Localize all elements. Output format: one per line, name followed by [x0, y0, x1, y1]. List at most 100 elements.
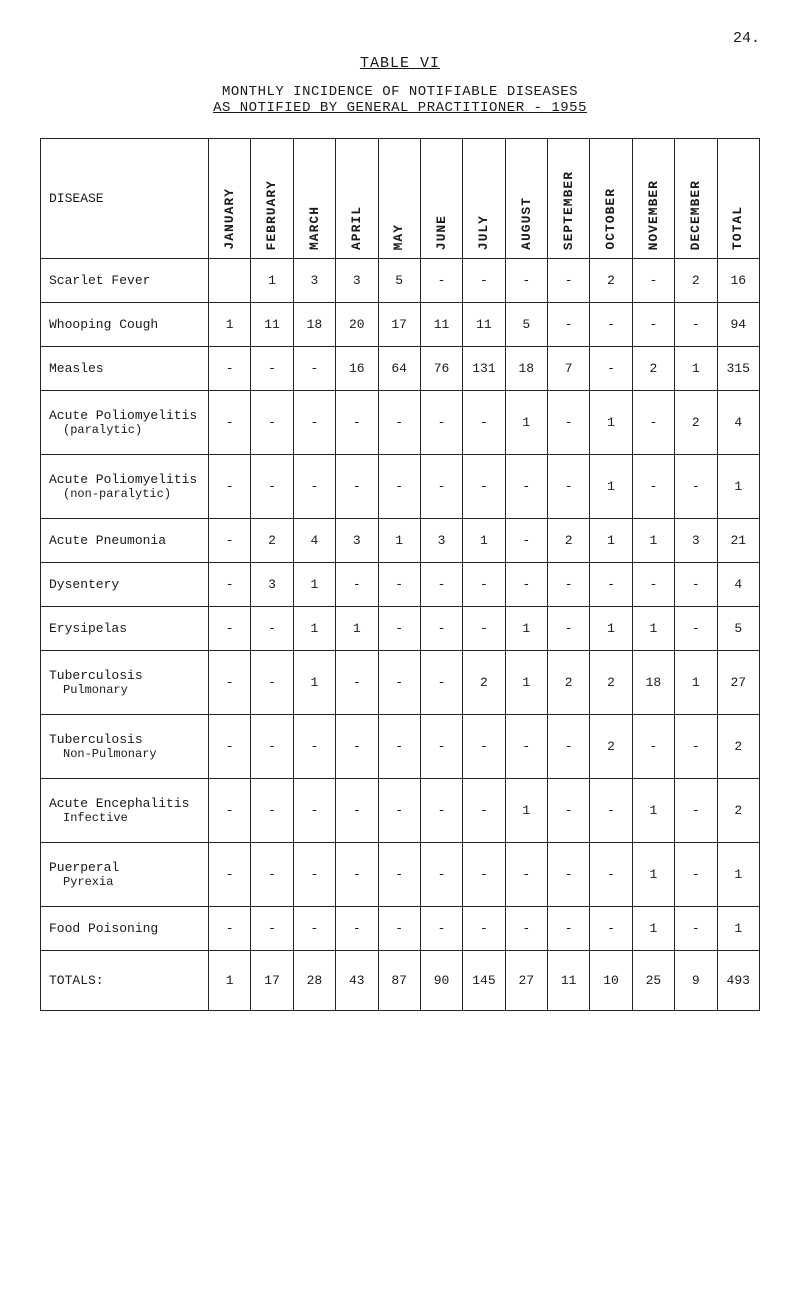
cell: 1	[251, 259, 293, 303]
cell: 3	[293, 259, 335, 303]
cell: 18	[505, 347, 547, 391]
disease-name: Erysipelas	[41, 607, 209, 651]
cell: 1	[717, 907, 760, 951]
cell: 2	[675, 391, 717, 455]
incidence-table: DISEASE JANUARY FEBRUARY MARCH APRIL MAY…	[40, 138, 760, 1011]
totals-cell: 25	[632, 951, 674, 1011]
disease-name: TuberculosisPulmonary	[41, 651, 209, 715]
cell: -	[209, 391, 251, 455]
cell: -	[336, 907, 378, 951]
cell: -	[420, 651, 462, 715]
cell: -	[293, 347, 335, 391]
cell: -	[209, 651, 251, 715]
table-body: Scarlet Fever1335----2-216Whooping Cough…	[41, 259, 760, 1011]
cell: 18	[632, 651, 674, 715]
cell: -	[251, 907, 293, 951]
table-row: PuerperalPyrexia----------1-1	[41, 843, 760, 907]
cell: 1	[590, 391, 632, 455]
cell: -	[632, 303, 674, 347]
cell: 5	[505, 303, 547, 347]
cell: 3	[336, 519, 378, 563]
table-label: TABLE VI	[40, 55, 760, 72]
cell: -	[336, 391, 378, 455]
disease-name: Acute Poliomyelitis(paralytic)	[41, 391, 209, 455]
cell: -	[293, 715, 335, 779]
totals-cell: 17	[251, 951, 293, 1011]
col-apr: APRIL	[336, 139, 378, 259]
cell: -	[336, 455, 378, 519]
disease-subname: Pyrexia	[49, 875, 204, 889]
cell: -	[505, 563, 547, 607]
cell: 94	[717, 303, 760, 347]
cell: -	[632, 455, 674, 519]
cell: 3	[251, 563, 293, 607]
cell: 18	[293, 303, 335, 347]
cell: 1	[505, 651, 547, 715]
col-may: MAY	[378, 139, 420, 259]
table-row: Acute Poliomyelitis(non-paralytic)------…	[41, 455, 760, 519]
cell: -	[590, 563, 632, 607]
table-row: Acute Pneumonia-243131-211321	[41, 519, 760, 563]
cell: -	[378, 779, 420, 843]
cell: -	[548, 607, 590, 651]
cell: 64	[378, 347, 420, 391]
cell: -	[251, 779, 293, 843]
cell: -	[548, 563, 590, 607]
cell: 131	[463, 347, 505, 391]
cell: -	[420, 779, 462, 843]
cell: -	[548, 779, 590, 843]
cell: -	[209, 455, 251, 519]
col-mar: MARCH	[293, 139, 335, 259]
disease-subname: Non-Pulmonary	[49, 747, 204, 761]
cell: -	[336, 715, 378, 779]
totals-cell: 90	[420, 951, 462, 1011]
cell: 1	[632, 907, 674, 951]
cell: 2	[717, 779, 760, 843]
cell: 1	[463, 519, 505, 563]
totals-cell: 27	[505, 951, 547, 1011]
cell: -	[209, 563, 251, 607]
cell: 3	[675, 519, 717, 563]
cell: 76	[420, 347, 462, 391]
cell: -	[675, 907, 717, 951]
cell: -	[378, 843, 420, 907]
cell: 2	[251, 519, 293, 563]
cell: -	[590, 347, 632, 391]
table-row: Erysipelas--11---1-11-5	[41, 607, 760, 651]
cell: -	[505, 907, 547, 951]
cell: -	[420, 907, 462, 951]
cell: -	[548, 455, 590, 519]
cell: 16	[336, 347, 378, 391]
cell: -	[590, 303, 632, 347]
cell: -	[632, 715, 674, 779]
cell: -	[463, 779, 505, 843]
cell: -	[293, 391, 335, 455]
cell: -	[293, 843, 335, 907]
cell: 17	[378, 303, 420, 347]
cell: 16	[717, 259, 760, 303]
cell: 5	[378, 259, 420, 303]
cell: -	[632, 259, 674, 303]
cell: -	[675, 455, 717, 519]
cell: -	[420, 259, 462, 303]
cell: -	[463, 259, 505, 303]
table-row: Dysentery-31---------4	[41, 563, 760, 607]
cell: -	[378, 907, 420, 951]
cell: -	[378, 607, 420, 651]
cell: -	[590, 779, 632, 843]
cell: -	[463, 391, 505, 455]
cell: -	[548, 391, 590, 455]
cell: 1	[632, 843, 674, 907]
cell: -	[378, 715, 420, 779]
cell: -	[548, 843, 590, 907]
cell: -	[251, 607, 293, 651]
cell: 1	[590, 607, 632, 651]
cell: 4	[293, 519, 335, 563]
cell: -	[548, 303, 590, 347]
disease-name: Scarlet Fever	[41, 259, 209, 303]
disease-name: Acute Pneumonia	[41, 519, 209, 563]
cell: -	[209, 607, 251, 651]
col-jul: JULY	[463, 139, 505, 259]
cell: -	[293, 455, 335, 519]
disease-subname: (non-paralytic)	[49, 487, 204, 501]
